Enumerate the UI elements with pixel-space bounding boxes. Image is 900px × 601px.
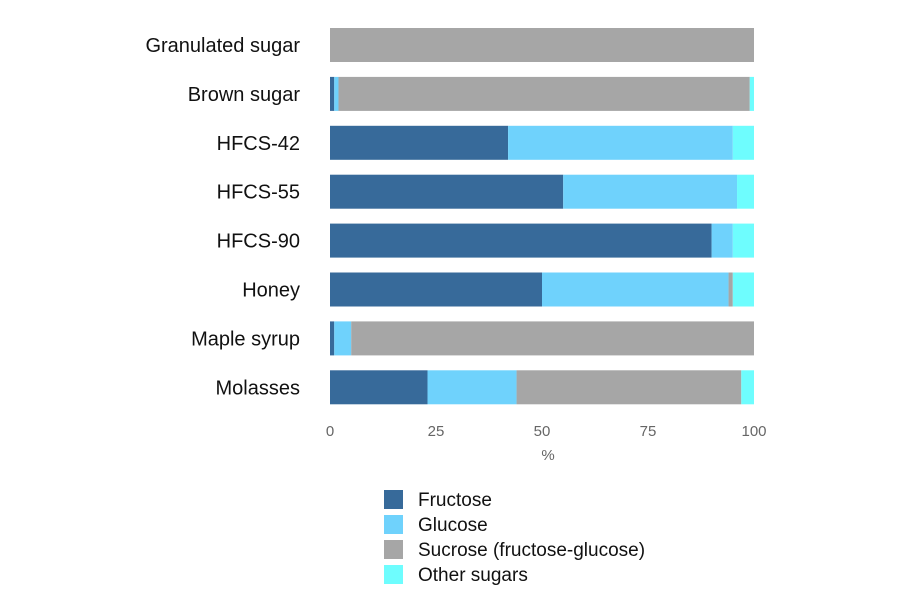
- bar-segment-fructose: [330, 272, 542, 307]
- category-label: Honey: [242, 280, 300, 302]
- x-axis-title: %: [541, 447, 554, 464]
- category-label: HFCS-55: [217, 182, 300, 204]
- category-labels: Granulated sugar Brown sugar HFCS-42 HFCS-5…: [145, 35, 300, 399]
- category-label: Granulated sugar: [145, 35, 300, 57]
- bar-segment-fructose: [330, 223, 712, 258]
- legend-swatch: [384, 565, 403, 584]
- bar-segment-other: [732, 125, 754, 160]
- bars-group: [330, 28, 754, 405]
- legend: Fructose Glucose Sucrose (fructose-glucose…: [384, 490, 645, 586]
- bar-segment-glucose: [427, 370, 517, 405]
- bar-segment-other: [732, 223, 754, 258]
- bar-segment-other: [749, 76, 754, 111]
- bar-segment-sucrose: [516, 370, 742, 405]
- category-label: Maple syrup: [191, 328, 300, 350]
- bar-segment-fructose: [330, 321, 335, 356]
- bar-segment-glucose: [563, 174, 738, 209]
- category-label: Molasses: [216, 377, 300, 399]
- bar-segment-other: [741, 370, 754, 405]
- bar-segment-sucrose: [330, 28, 754, 62]
- x-tick-label: 0: [326, 423, 334, 440]
- bar-segment-fructose: [330, 125, 509, 160]
- category-label: Brown sugar: [188, 84, 301, 106]
- legend-swatch: [384, 490, 403, 509]
- bar-segment-other: [732, 272, 754, 307]
- x-tick-label: 100: [741, 423, 766, 440]
- bar-segment-fructose: [330, 76, 335, 111]
- bar-segment-glucose: [334, 321, 352, 356]
- bar-segment-fructose: [330, 174, 564, 209]
- legend-swatch: [384, 540, 403, 559]
- legend-swatch: [384, 515, 403, 534]
- x-tick-label: 25: [428, 423, 445, 440]
- legend-label: Glucose: [418, 515, 488, 536]
- bar-segment-sucrose: [728, 272, 733, 307]
- x-tick-label: 50: [534, 423, 551, 440]
- legend-label: Sucrose (fructose-glucose): [418, 540, 645, 561]
- bar-segment-glucose: [542, 272, 729, 307]
- bar-segment-glucose: [508, 125, 733, 160]
- bar-segment-glucose: [711, 223, 733, 258]
- category-label: HFCS-42: [217, 133, 300, 155]
- bar-segment-glucose: [334, 76, 339, 111]
- category-label: HFCS-90: [217, 231, 300, 253]
- x-tick-label: 75: [640, 423, 657, 440]
- legend-label: Other sugars: [418, 565, 528, 586]
- bar-segment-fructose: [330, 370, 428, 405]
- bar-segment-sucrose: [338, 76, 750, 111]
- bar-segment-other: [737, 174, 754, 209]
- bar-segment-sucrose: [351, 321, 754, 356]
- x-axis-ticks: 0 25 50 75 100: [326, 423, 767, 440]
- legend-label: Fructose: [418, 490, 492, 511]
